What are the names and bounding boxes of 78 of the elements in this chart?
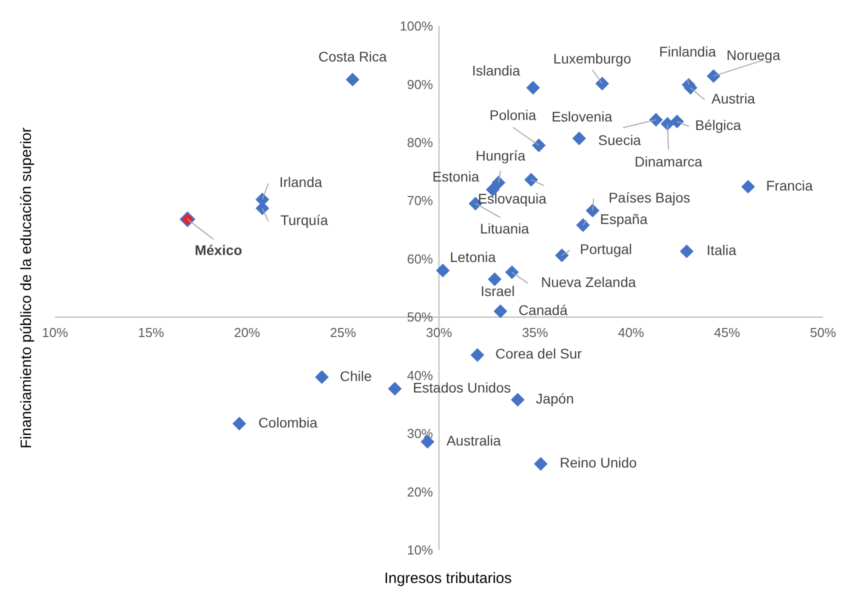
- annotation: Estonia: [432, 168, 480, 184]
- point: [586, 204, 600, 218]
- y-tick-label: 30%: [406, 426, 434, 442]
- annotation: Turquía: [280, 212, 328, 228]
- annotation: Colombia: [258, 414, 318, 430]
- annotation: Austria: [712, 90, 756, 106]
- x-tick-label: 30%: [426, 325, 452, 340]
- annotation: Canadá: [518, 302, 568, 318]
- point: [494, 304, 508, 318]
- point: [534, 456, 548, 471]
- annotation: Chile: [340, 368, 372, 384]
- annotation: Irlanda: [279, 174, 322, 190]
- annotation: Países Bajos: [608, 189, 690, 206]
- annotation: Eslovaquia: [478, 190, 547, 206]
- point: [706, 69, 720, 83]
- x-tick-label: 25%: [330, 325, 356, 340]
- annotation: Luxemburgo: [553, 50, 632, 66]
- y-tick-label: 10%: [406, 542, 434, 558]
- annotation: Bélgica: [695, 117, 742, 134]
- point: [680, 244, 694, 258]
- annotation: Finlandia: [659, 44, 716, 60]
- point: [572, 132, 586, 146]
- annotation: Suecia: [598, 132, 642, 148]
- annotation: Hungría: [476, 147, 526, 164]
- annotation: Australia: [446, 432, 502, 448]
- x-tick-label: 35%: [522, 325, 548, 340]
- point: [180, 212, 196, 227]
- y-tick-label: 20%: [406, 484, 434, 500]
- point: [741, 180, 755, 194]
- annotation: Eslovenia: [552, 108, 613, 124]
- y-tick-label: 80%: [406, 134, 434, 150]
- annotation: Islandia: [472, 62, 520, 78]
- point: [532, 138, 546, 152]
- x-tick-label: 40%: [618, 325, 644, 340]
- x-tick-label: 10%: [42, 325, 68, 340]
- annotation: Lituania: [480, 220, 530, 236]
- annotation: Portugal: [580, 241, 632, 258]
- point: [576, 218, 590, 232]
- series-label: México: [194, 242, 242, 258]
- x-tick-label: 15%: [138, 325, 164, 340]
- point: [388, 382, 402, 396]
- annotation: Dinamarca: [634, 154, 703, 170]
- x-axis-title: Ingresos tributarios: [384, 570, 512, 587]
- y-tick-label: 50%: [406, 310, 434, 325]
- point: [436, 264, 450, 278]
- point: [510, 392, 525, 407]
- point: [346, 72, 360, 86]
- y-axis-title: Financiamiento público de la educación superior: [18, 127, 35, 449]
- x-tick-label: 20%: [234, 325, 260, 340]
- annotation: Francia: [766, 177, 814, 194]
- y-tick-label: 60%: [406, 251, 434, 266]
- annotation: Israel: [480, 282, 515, 299]
- point: [526, 80, 540, 95]
- annotation: Corea del Sur: [495, 346, 582, 362]
- x-tick-label: 50%: [810, 325, 836, 340]
- annotation: Polonia: [489, 107, 536, 124]
- point: [488, 272, 502, 286]
- point: [595, 76, 610, 90]
- point: [505, 265, 519, 280]
- point: [470, 348, 484, 362]
- annotation: Costa Rica: [318, 48, 388, 64]
- x-tick-label: 45%: [714, 325, 740, 340]
- point: [670, 114, 684, 128]
- y-tick-label: 100%: [400, 18, 434, 34]
- point: [649, 112, 663, 127]
- annotation: España: [600, 210, 648, 227]
- y-tick-label: 70%: [406, 193, 434, 208]
- annotation: Reino Unido: [560, 454, 638, 471]
- point: [555, 248, 569, 262]
- y-tick-label: 90%: [406, 76, 434, 92]
- point: [232, 416, 246, 431]
- point: [315, 370, 329, 384]
- annotation: Nueva Zelanda: [540, 274, 636, 290]
- point: [524, 172, 538, 187]
- annotation: Letonia: [450, 249, 496, 266]
- annotation: Italia: [706, 242, 736, 258]
- annotation: Noruega: [726, 46, 780, 63]
- annotation: Japón: [536, 390, 574, 406]
